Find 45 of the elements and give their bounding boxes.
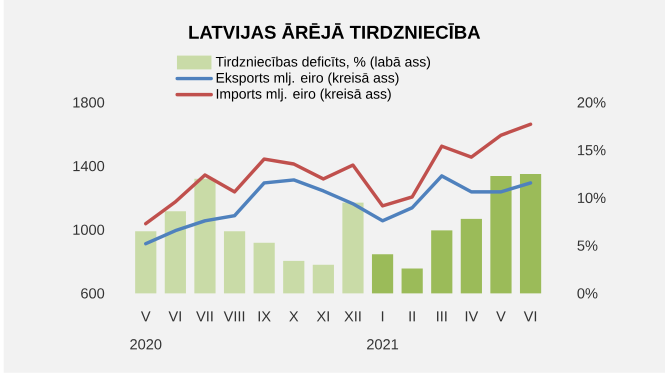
- x-tick-label: V: [140, 311, 151, 322]
- bar: [254, 242, 275, 294]
- x-tick-label: XI: [316, 311, 329, 322]
- y-tick-label: 600: [81, 288, 104, 299]
- x-tick-label: VII: [196, 311, 213, 322]
- legend-label: Eksports mlj. eiro (kreisā ass): [216, 72, 399, 86]
- x-tick-label: VIII: [224, 311, 244, 322]
- y2-tick-label: 5%: [577, 240, 598, 251]
- y2-tick-label: 10%: [578, 192, 606, 204]
- x-tick-label: VI: [168, 311, 181, 322]
- bar: [283, 260, 304, 294]
- bar: [431, 230, 452, 294]
- bar: [312, 264, 334, 294]
- bar: [135, 231, 156, 294]
- chart-title: LATVIJAS ĀRĒJĀ TIRDZNIECĪBA: [189, 23, 480, 39]
- y2-tick-label: 0%: [577, 288, 598, 299]
- y2-tick-label: 15%: [578, 145, 606, 156]
- bar: [520, 174, 542, 294]
- y2-tick-label: 20%: [578, 97, 606, 108]
- bar: [342, 202, 364, 294]
- y-tick-label: 1400: [73, 160, 104, 172]
- y-tick-label: 1000: [73, 224, 104, 235]
- bar: [402, 268, 423, 294]
- bar: [194, 178, 216, 294]
- line-series: [144, 122, 532, 226]
- x-tick-label: II: [409, 311, 415, 322]
- text: 2021: [367, 339, 398, 350]
- x-tick-label: IV: [466, 311, 478, 322]
- text: 2020: [130, 339, 162, 350]
- x-tick-label: I: [382, 311, 384, 322]
- bar: [372, 254, 394, 294]
- x-tick-label: IX: [258, 311, 271, 322]
- x-tick-label: X: [289, 311, 298, 322]
- x-tick-label: VI: [524, 311, 536, 322]
- legend-label: Imports mlj. eiro (kreisā ass): [216, 88, 391, 102]
- bar: [490, 176, 512, 294]
- x-tick-label: V: [496, 311, 506, 322]
- y-tick-label: 1800: [73, 97, 104, 108]
- bar: [460, 218, 482, 294]
- line-series: [144, 174, 532, 246]
- legend-label: Tirdzniecības deficīts, % (labā ass): [216, 56, 430, 70]
- x-tick-label: XII: [344, 311, 361, 322]
- x-tick-label: III: [437, 311, 446, 322]
- bar: [164, 211, 186, 294]
- bar: [224, 231, 246, 294]
